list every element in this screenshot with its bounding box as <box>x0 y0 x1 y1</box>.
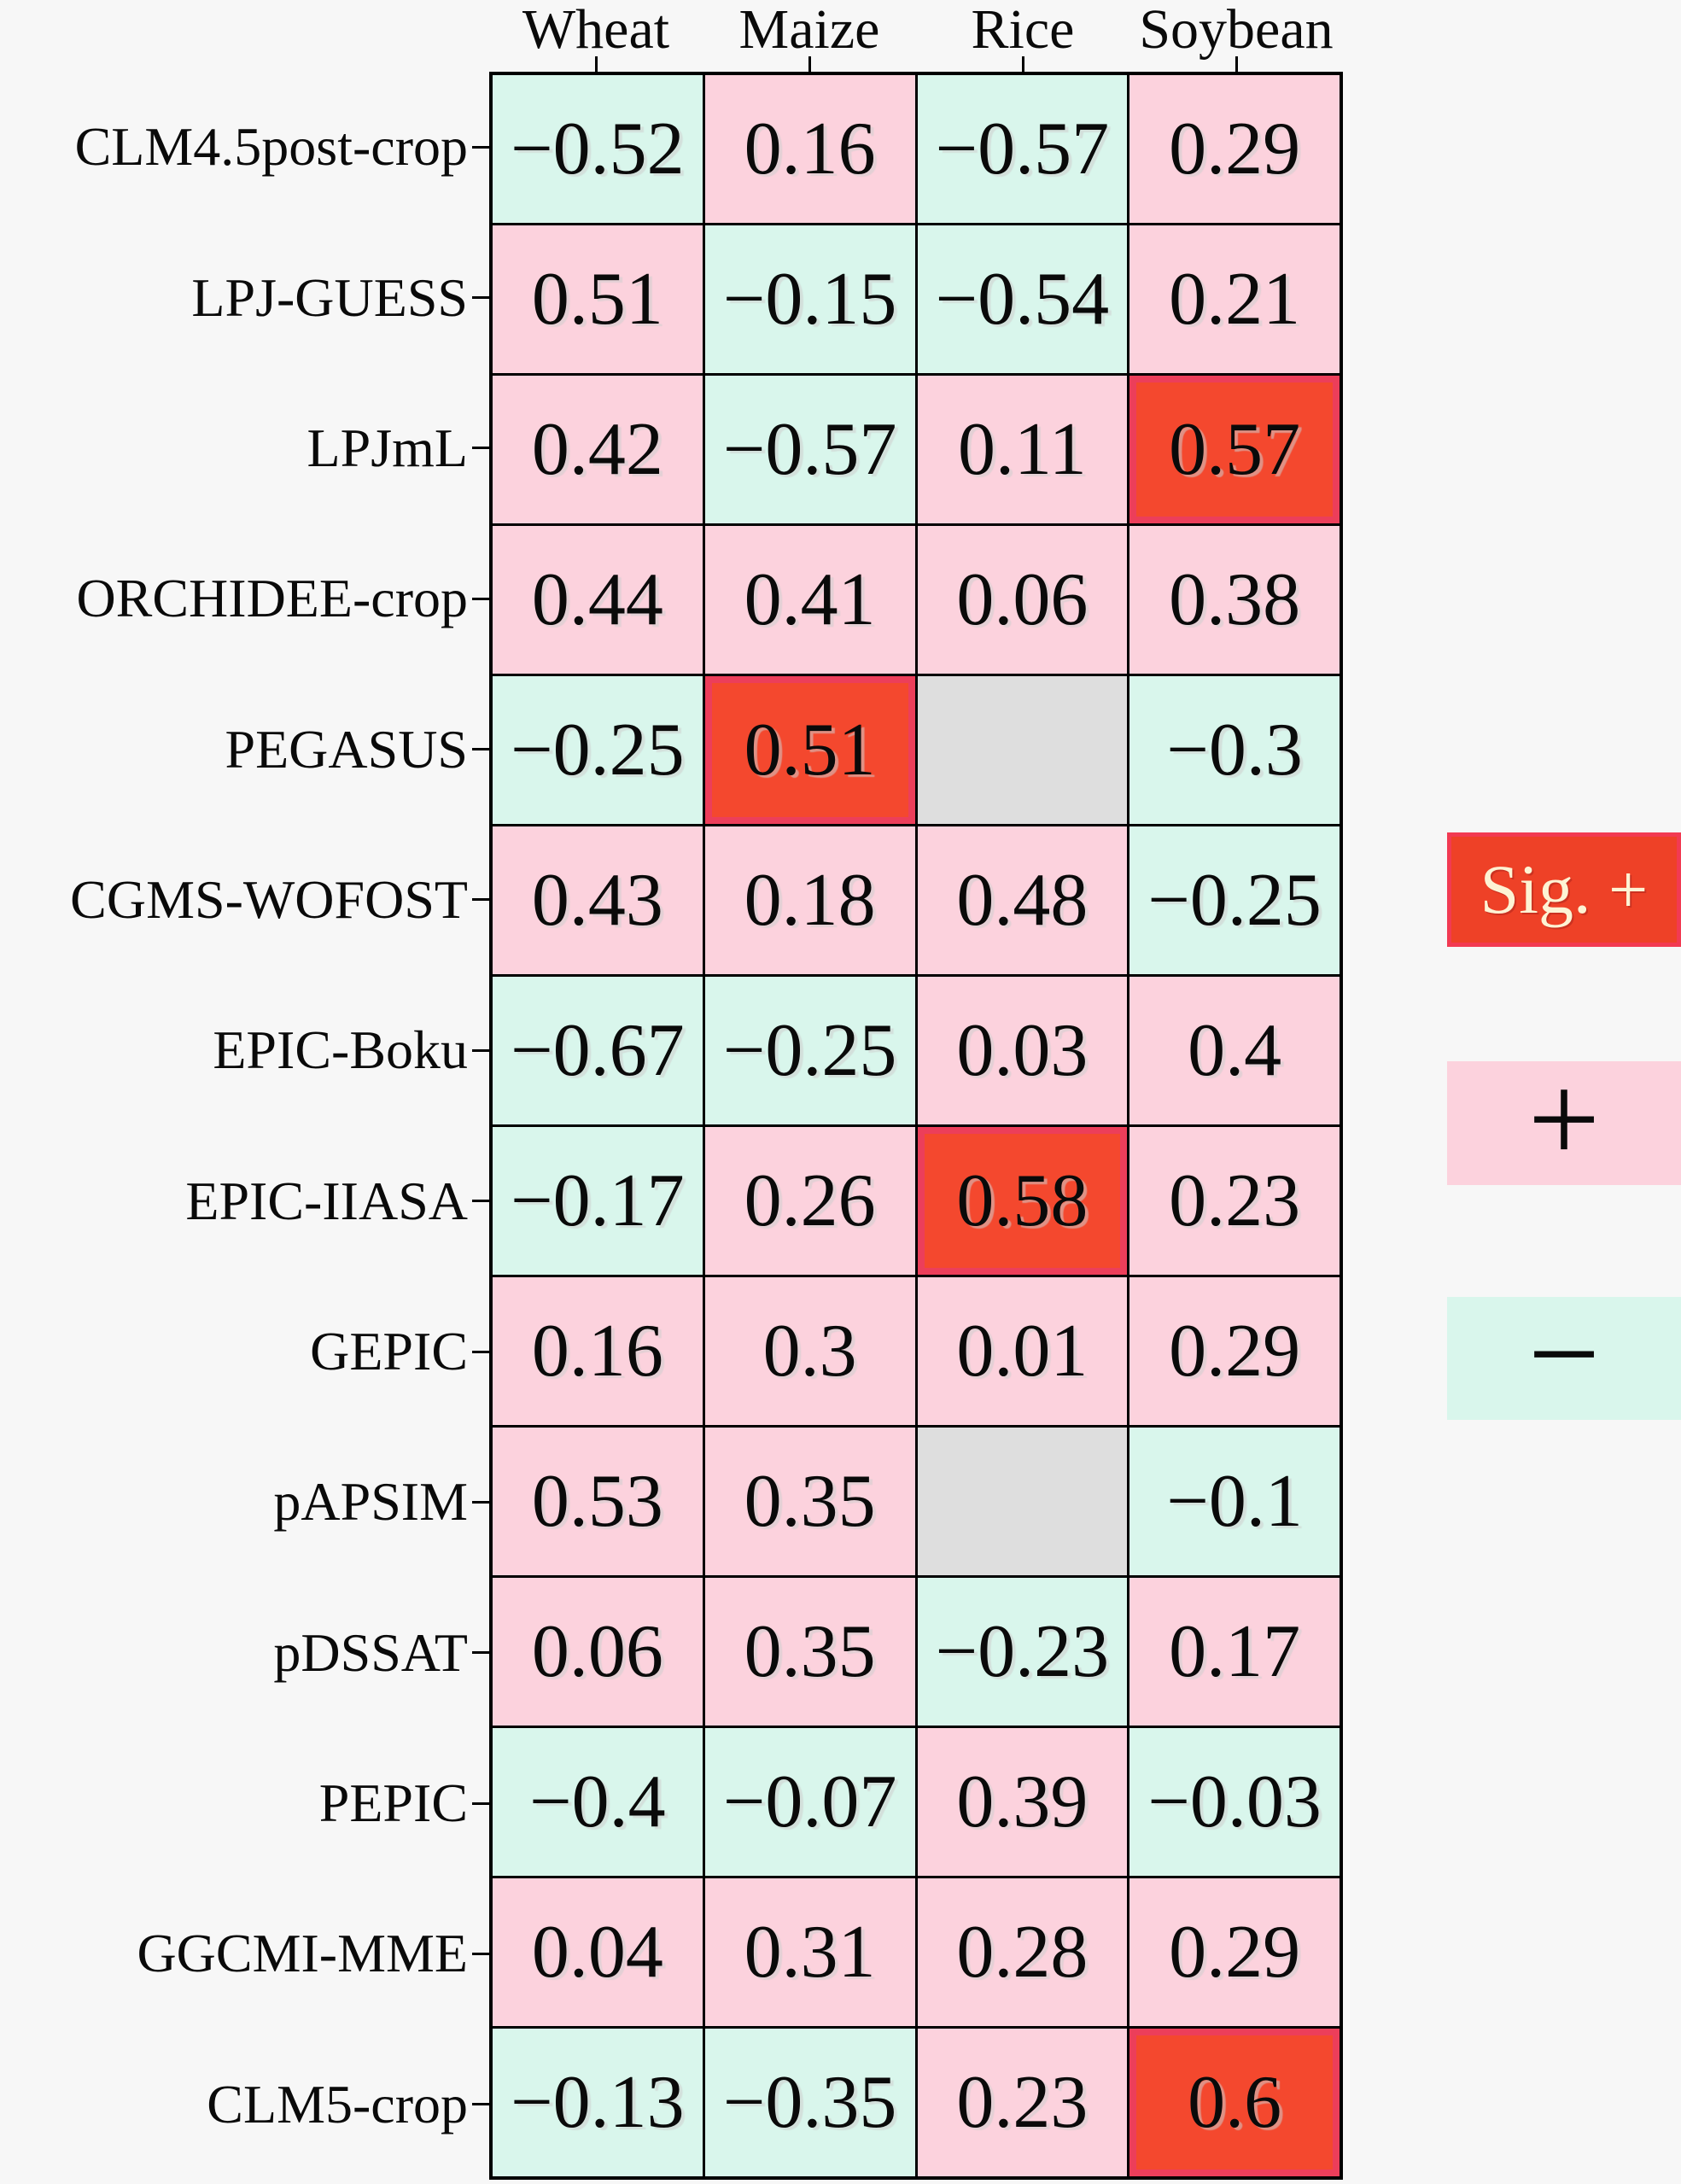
heatmap-cell: 0.06 <box>493 1578 703 1726</box>
heatmap-cell: 0.28 <box>917 1878 1128 2026</box>
row-label-clm4.5post-crop: CLM4.5post-crop <box>74 116 468 178</box>
y-axis-tick <box>472 748 489 751</box>
heatmap-cell: −0.15 <box>704 225 915 373</box>
y-axis-tick <box>472 898 489 902</box>
heatmap-cell: 0.16 <box>704 75 915 223</box>
heatmap-cell: −0.25 <box>493 676 703 824</box>
row-label-lpjml: LPJmL <box>306 417 468 478</box>
heatmap-cell: −0.23 <box>917 1578 1128 1726</box>
y-axis-tick <box>472 1350 489 1353</box>
heatmap-cell: 0.18 <box>704 826 915 974</box>
column-header-soybean: Soybean <box>1139 0 1334 61</box>
y-axis-tick <box>472 597 489 600</box>
heatmap-cell: 0.35 <box>704 1428 915 1575</box>
heatmap-cell: 0.38 <box>1129 526 1340 674</box>
heatmap-cell: 0.51 <box>704 676 915 824</box>
heatmap-cell: 0.17 <box>1129 1578 1340 1726</box>
heatmap-cell: −0.67 <box>493 977 703 1124</box>
heatmap-cell: 0.23 <box>917 2029 1128 2176</box>
y-axis-tick <box>472 447 489 450</box>
heatmap-cell: 0.4 <box>1129 977 1340 1124</box>
heatmap-cell: 0.31 <box>704 1878 915 2026</box>
row-label-gepic: GEPIC <box>310 1321 468 1382</box>
heatmap-cell: −0.54 <box>917 225 1128 373</box>
x-axis-tick <box>1234 56 1238 72</box>
heatmap-cell: 0.29 <box>1129 1878 1340 2026</box>
row-label-pegasus: PEGASUS <box>225 718 468 780</box>
heatmap-cell: −0.3 <box>1129 676 1340 824</box>
row-label-orchidee-crop: ORCHIDEE-crop <box>76 568 468 629</box>
y-axis-tick <box>472 1802 489 1805</box>
heatmap-cell: 0.04 <box>493 1878 703 2026</box>
legend-sig-positive-label: Sig. + <box>1480 850 1649 928</box>
y-axis-tick <box>472 1200 489 1203</box>
x-axis-tick <box>594 56 598 72</box>
heatmap-cell: 0.58 <box>917 1127 1128 1275</box>
row-label-clm5-crop: CLM5-crop <box>207 2073 468 2134</box>
x-axis-tick <box>1021 56 1024 72</box>
legend-positive-swatch: + <box>1447 1055 1681 1185</box>
heatmap-cell: 0.01 <box>917 1277 1128 1425</box>
heatmap-cell: −0.1 <box>1129 1428 1340 1575</box>
heatmap-cell: 0.11 <box>917 376 1128 523</box>
row-label-lpj-guess: LPJ-GUESS <box>191 266 468 328</box>
heatmap-cell: −0.13 <box>493 2029 703 2176</box>
heatmap-cell <box>917 676 1128 824</box>
heatmap-cell: 0.39 <box>917 1728 1128 1876</box>
x-axis-tick <box>808 56 811 72</box>
heatmap-cell: 0.26 <box>704 1127 915 1275</box>
row-label-ggcmi-mme: GGCMI-MME <box>137 1923 468 1984</box>
heatmap-cell: 0.29 <box>1129 75 1340 223</box>
heatmap-cell: 0.03 <box>917 977 1128 1124</box>
heatmap-cell: 0.29 <box>1129 1277 1340 1425</box>
row-label-epic-iiasa: EPIC-IIASA <box>185 1170 468 1231</box>
y-axis-tick <box>472 1952 489 1955</box>
heatmap-cell: −0.57 <box>704 376 915 523</box>
column-header-rice: Rice <box>971 0 1075 61</box>
column-header-maize: Maize <box>738 0 880 61</box>
legend-negative-swatch: − <box>1447 1290 1681 1420</box>
y-axis-tick <box>472 296 489 300</box>
heatmap-cell: 0.57 <box>1129 376 1340 523</box>
heatmap-cell: 0.3 <box>704 1277 915 1425</box>
heatmap-cell: −0.07 <box>704 1728 915 1876</box>
column-header-wheat: Wheat <box>522 0 670 61</box>
heatmap-cell: 0.42 <box>493 376 703 523</box>
heatmap-cell <box>917 1428 1128 1575</box>
heatmap-cell: −0.52 <box>493 75 703 223</box>
heatmap-cell: 0.53 <box>493 1428 703 1575</box>
heatmap-cell: 0.35 <box>704 1578 915 1726</box>
row-label-pepic: PEPIC <box>318 1772 468 1834</box>
row-label-papsim: pAPSIM <box>273 1471 468 1533</box>
heatmap-cell: 0.44 <box>493 526 703 674</box>
y-axis-tick <box>472 1651 489 1655</box>
row-label-epic-boku: EPIC-Boku <box>213 1019 468 1081</box>
heatmap-cell: 0.23 <box>1129 1127 1340 1275</box>
heatmap-cell: 0.43 <box>493 826 703 974</box>
y-axis-tick <box>472 1500 489 1504</box>
heatmap-panel: −0.52 0.16 −0.57 0.29 0.51 −0.15 −0.54 0.21 0.42… <box>489 72 1343 2180</box>
row-label-pdssat: pDSSAT <box>273 1621 468 1683</box>
heatmap-cell: −0.57 <box>917 75 1128 223</box>
row-label-cgms-wofost: CGMS-WOFOST <box>70 868 468 930</box>
heatmap-cell: −0.25 <box>1129 826 1340 974</box>
heatmap-cell: 0.6 <box>1129 2029 1340 2176</box>
y-axis-tick <box>472 145 489 149</box>
heatmap-cell: −0.4 <box>493 1728 703 1876</box>
heatmap-cell: 0.48 <box>917 826 1128 974</box>
heatmap-cell: 0.41 <box>704 526 915 674</box>
heatmap-cell: 0.51 <box>493 225 703 373</box>
heatmap-cell: −0.17 <box>493 1127 703 1275</box>
heatmap-cell: 0.21 <box>1129 225 1340 373</box>
heatmap-cell: −0.35 <box>704 2029 915 2176</box>
heatmap-cell: −0.25 <box>704 977 915 1124</box>
legend-sig-positive-swatch: Sig. + <box>1447 832 1681 947</box>
y-axis-tick <box>472 2103 489 2106</box>
heatmap-cell: −0.03 <box>1129 1728 1340 1876</box>
heatmap-cell: 0.16 <box>493 1277 703 1425</box>
heatmap-cell: 0.06 <box>917 526 1128 674</box>
y-axis-tick <box>472 1048 489 1052</box>
